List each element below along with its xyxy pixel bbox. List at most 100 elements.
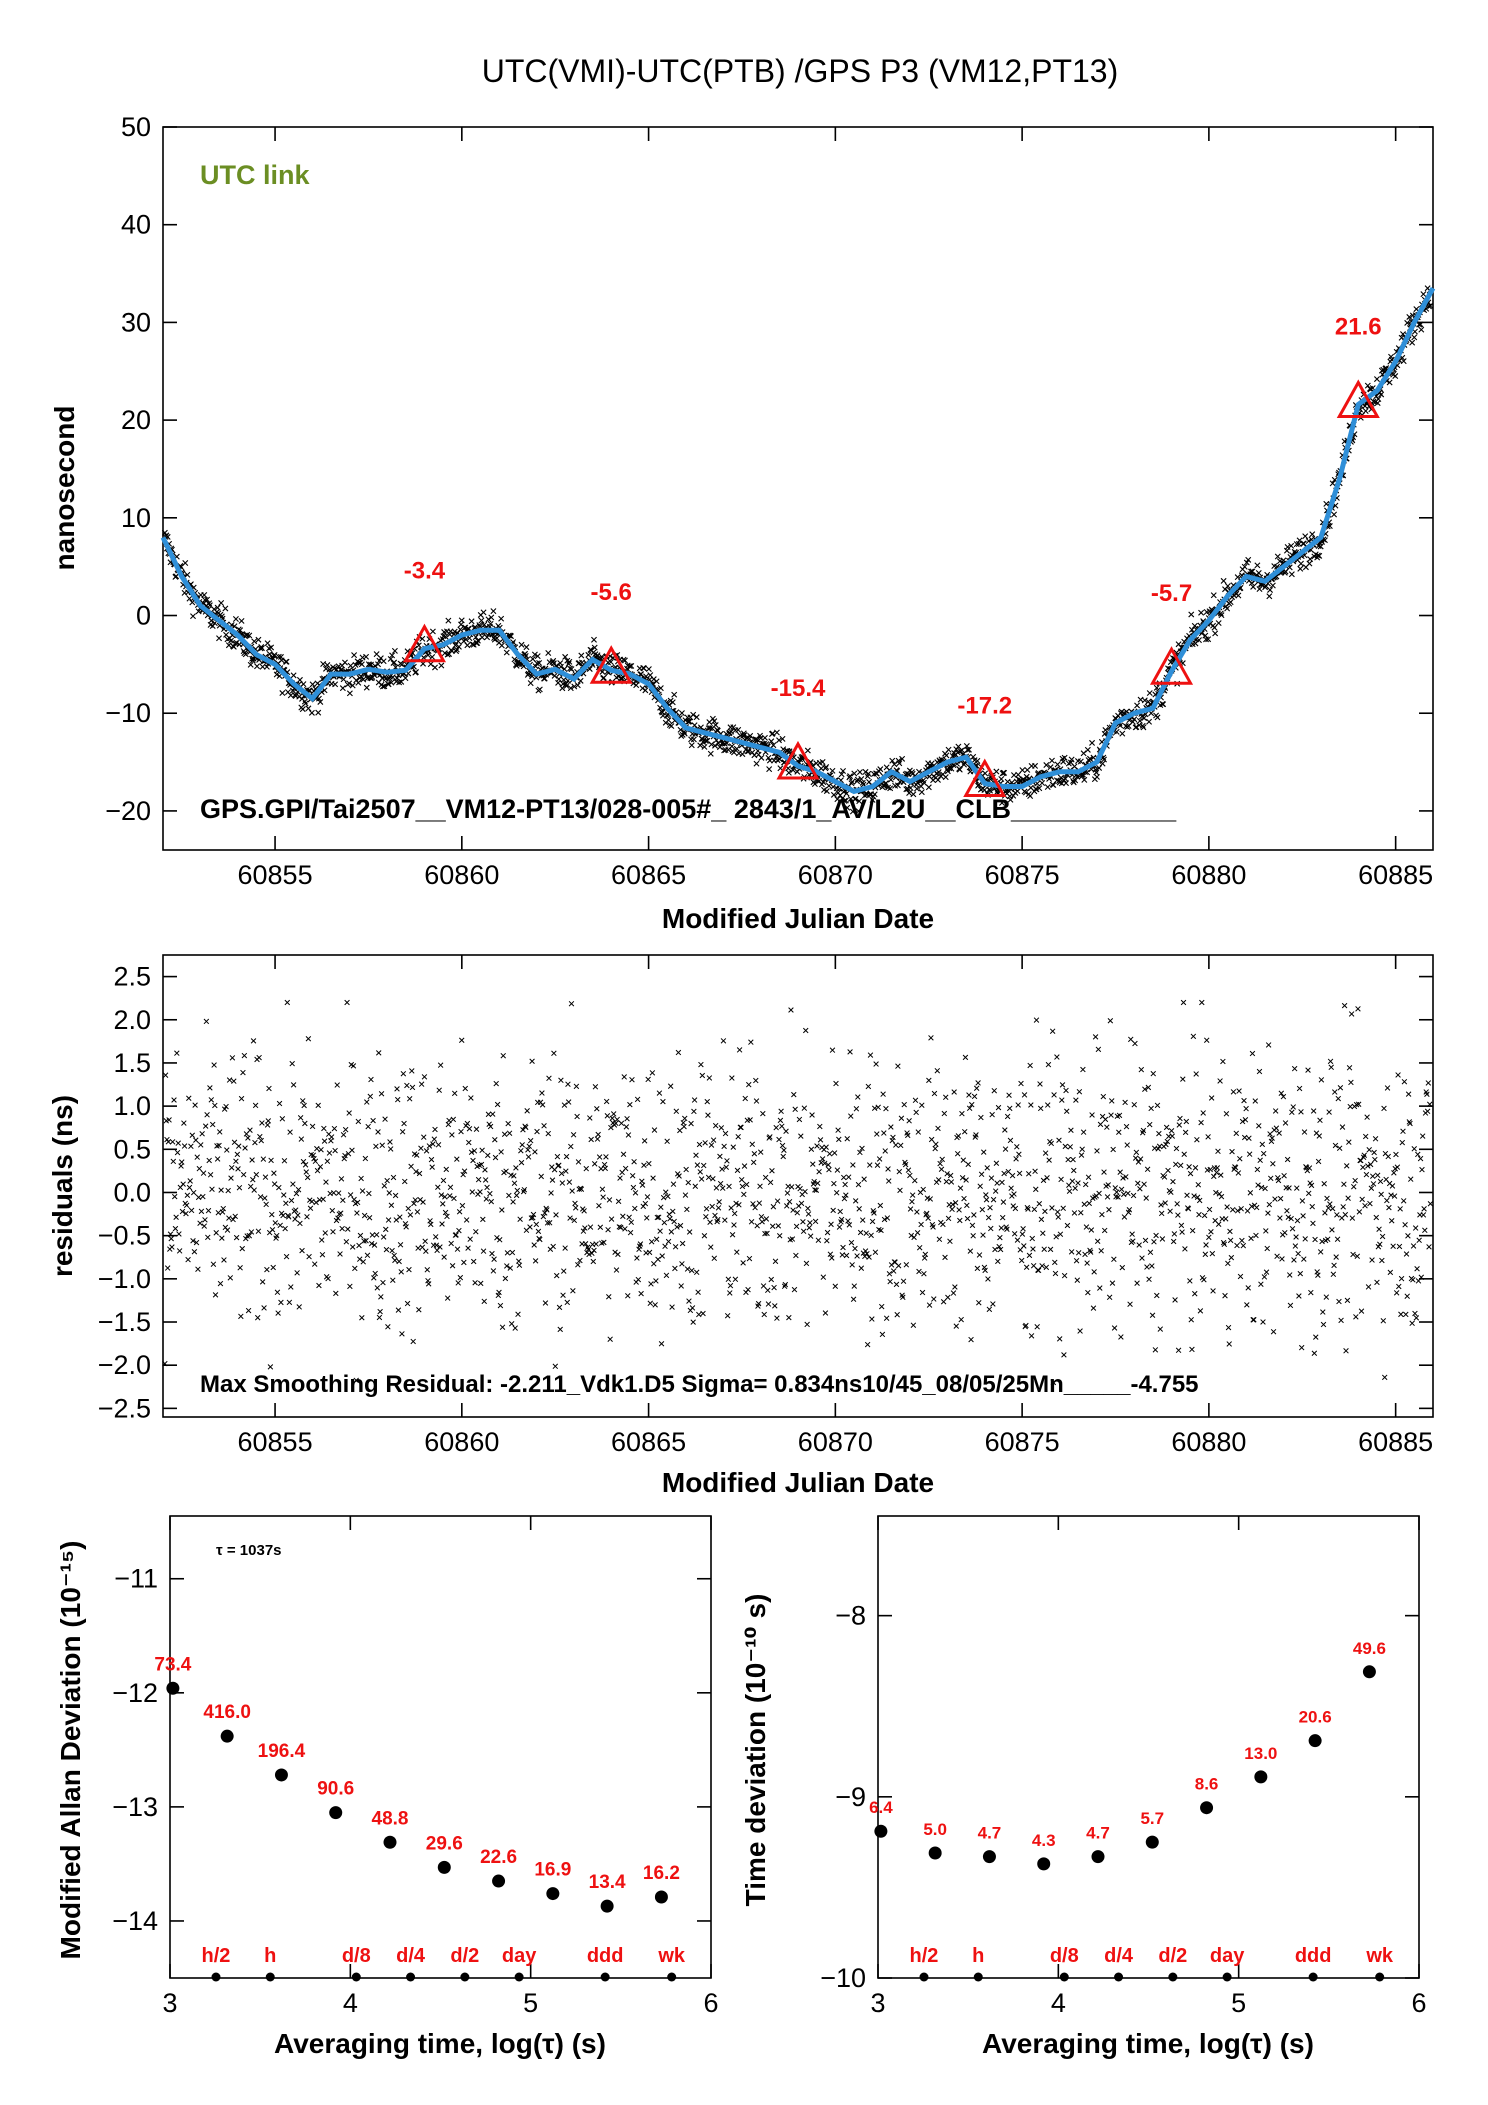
residual-point: [1225, 1324, 1232, 1331]
residual-point: [203, 1018, 210, 1025]
data-point: [1375, 396, 1382, 403]
data-point: [906, 790, 913, 797]
data-point: [577, 677, 584, 684]
y-tick-label: −2.5: [98, 1393, 151, 1423]
residual-point: [1205, 1134, 1211, 1140]
data-point: [744, 748, 751, 755]
point-value-label: 90.6: [317, 1779, 354, 1800]
data-point: [851, 770, 858, 777]
residual-point: [632, 1205, 638, 1212]
residual-point: [266, 1085, 272, 1092]
residual-point: [607, 1336, 613, 1342]
residual-point: [727, 1290, 733, 1296]
residual-point: [1161, 1174, 1168, 1180]
residual-point: [288, 1197, 295, 1204]
residual-point: [1047, 1246, 1054, 1253]
residual-point: [913, 1109, 919, 1116]
data-point: [283, 658, 290, 665]
residual-point: [550, 1243, 556, 1250]
residual-point: [461, 1259, 467, 1266]
data-point: [1039, 780, 1046, 786]
residual-point: [180, 1181, 186, 1187]
residual-point: [1235, 1170, 1242, 1176]
residual-point: [321, 1138, 328, 1144]
data-point: [1119, 730, 1126, 737]
residual-point: [1218, 1193, 1225, 1200]
data-point: [877, 766, 884, 773]
residual-point: [1170, 1178, 1176, 1185]
data-point: [413, 669, 419, 676]
data-point: [887, 776, 894, 783]
residual-point: [1184, 1192, 1190, 1199]
residual-point: [1078, 1152, 1085, 1158]
residual-point: [366, 1214, 373, 1221]
residual-point: [394, 1096, 401, 1103]
residual-point: [1358, 1308, 1365, 1314]
data-point: [452, 642, 459, 649]
residual-point: [846, 1222, 853, 1228]
data-point: [708, 741, 715, 748]
residual-point: [429, 1164, 435, 1170]
data-point: [1048, 757, 1055, 764]
panel-frame: [877, 1515, 1420, 1979]
point-value-label: 48.8: [372, 1808, 409, 1829]
residual-point: [425, 1281, 432, 1287]
x-tick-label: 5: [1231, 1988, 1246, 2018]
residual-point: [1286, 1272, 1293, 1278]
data-point: [388, 679, 395, 686]
data-point: [1188, 611, 1195, 618]
data-point: [1091, 1850, 1105, 1864]
panel-frame: [162, 126, 1434, 851]
residual-point: [880, 1091, 886, 1097]
residual-point: [559, 1180, 566, 1186]
residual-point: [1410, 1277, 1416, 1283]
data-point: [341, 659, 348, 666]
residual-point: [1354, 1253, 1361, 1259]
residual-point: [256, 1054, 262, 1061]
data-point: [865, 770, 872, 777]
residual-point: [366, 1190, 372, 1197]
data-point: [375, 661, 382, 668]
residual-point: [999, 1214, 1006, 1221]
residual-point: [398, 1269, 404, 1275]
residual-point: [561, 1102, 568, 1108]
residual-point: [172, 1225, 179, 1232]
residual-point: [299, 1247, 305, 1254]
residual-point: [218, 1187, 224, 1193]
data-point: [1411, 334, 1418, 341]
residual-point: [372, 1270, 378, 1277]
residual-point: [233, 1158, 239, 1165]
residual-point: [839, 1252, 846, 1258]
residual-point: [912, 1097, 919, 1104]
residual-point: [1078, 1209, 1084, 1216]
data-point: [1014, 788, 1021, 795]
residual-point: [487, 1190, 493, 1197]
residual-point: [852, 1198, 859, 1204]
residual-point: [1267, 1175, 1274, 1182]
residual-point: [240, 1171, 247, 1178]
residual-point: [907, 1172, 913, 1179]
data-point: [1308, 1734, 1322, 1748]
residual-point: [274, 1289, 281, 1296]
residual-point: [513, 1192, 520, 1199]
residual-point: [749, 1141, 756, 1148]
residual-point: [322, 1230, 329, 1236]
residual-point: [1085, 1174, 1092, 1180]
residual-point: [681, 1115, 688, 1122]
residual-point: [958, 1316, 964, 1323]
residual-point: [938, 1166, 945, 1173]
residual-point: [741, 1191, 747, 1198]
residual-point: [181, 1120, 187, 1126]
residual-point: [993, 1160, 1000, 1167]
residual-point: [1324, 1195, 1330, 1202]
residual-point: [817, 1137, 824, 1143]
residual-point: [449, 1132, 455, 1138]
residual-point: [848, 1239, 855, 1246]
residual-point: [1310, 1108, 1317, 1114]
residual-point: [980, 1232, 986, 1238]
residual-point: [706, 1075, 713, 1081]
residual-point: [428, 1156, 435, 1163]
residual-point: [890, 1268, 897, 1274]
residual-point: [563, 1153, 570, 1160]
residual-point: [199, 1131, 205, 1137]
